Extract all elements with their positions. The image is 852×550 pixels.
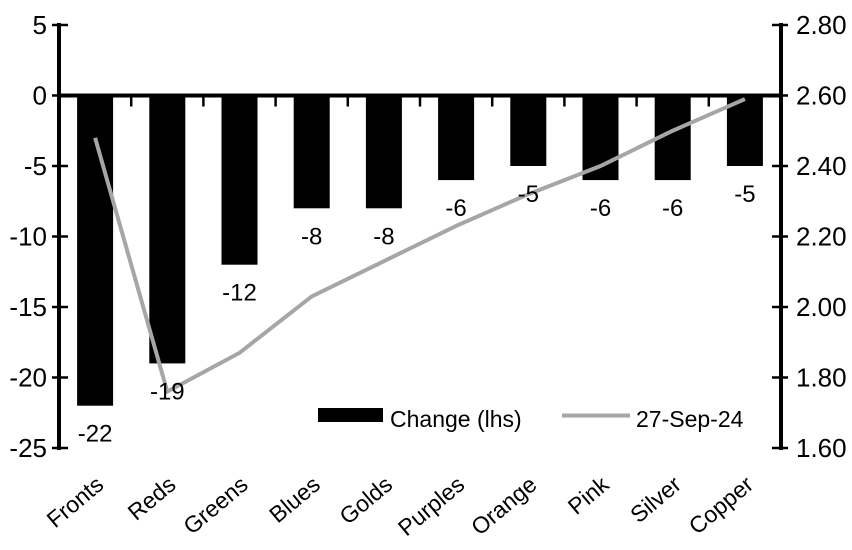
legend-label-change-lhs: Change (lhs) bbox=[390, 406, 522, 432]
right-axis-tick-label: 2.20 bbox=[796, 222, 847, 252]
bar-fronts bbox=[77, 95, 114, 406]
bar-value-label: -6 bbox=[590, 195, 611, 222]
bar-value-label: -12 bbox=[222, 280, 257, 307]
bar-copper bbox=[726, 95, 763, 166]
category-label-pink: Pink bbox=[563, 471, 614, 520]
bar-value-label: -6 bbox=[662, 195, 683, 222]
category-label-golds: Golds bbox=[334, 471, 397, 530]
category-label-orange: Orange bbox=[466, 471, 541, 540]
series-line-27-sep-24 bbox=[93, 97, 746, 395]
bar-greens bbox=[221, 95, 258, 265]
bar-value-label: -8 bbox=[301, 223, 322, 250]
category-label-fronts: Fronts bbox=[42, 471, 109, 533]
right-axis-tick-label: 1.80 bbox=[796, 363, 847, 393]
bar-reds bbox=[149, 95, 186, 364]
bar-value-label: -5 bbox=[734, 181, 755, 208]
right-axis-tick-label: 2.60 bbox=[796, 81, 847, 111]
bar-value-label: -8 bbox=[373, 223, 394, 250]
left-axis-tick-label: -15 bbox=[9, 292, 47, 322]
right-axis-tick-label: 2.40 bbox=[796, 151, 847, 181]
bar-blues bbox=[293, 95, 330, 209]
category-label-greens: Greens bbox=[178, 471, 253, 539]
legend-swatch-bar bbox=[318, 408, 383, 422]
right-axis-tick-label: 1.60 bbox=[796, 433, 847, 463]
left-axis-tick-label: -5 bbox=[24, 151, 47, 181]
legend-label-27-sep-24: 27-Sep-24 bbox=[636, 406, 744, 432]
bar-value-label: -19 bbox=[150, 378, 185, 405]
bar-purples bbox=[438, 95, 475, 181]
category-label-purples: Purples bbox=[393, 471, 469, 541]
category-label-reds: Reds bbox=[123, 471, 181, 525]
left-axis-tick-label: -25 bbox=[9, 433, 47, 463]
left-axis-tick-label: 5 bbox=[33, 10, 47, 40]
bar-orange bbox=[510, 95, 547, 166]
left-axis-tick-label: -10 bbox=[9, 222, 47, 252]
category-label-blues: Blues bbox=[264, 471, 325, 528]
right-axis-tick-label: 2.00 bbox=[796, 292, 847, 322]
right-axis-tick-label: 2.80 bbox=[796, 10, 847, 40]
bar-value-label: -22 bbox=[78, 421, 113, 448]
bar-value-label: -6 bbox=[445, 195, 466, 222]
bar-golds bbox=[365, 95, 402, 209]
left-axis-tick-label: -20 bbox=[9, 363, 47, 393]
category-label-silver: Silver bbox=[625, 471, 686, 528]
bar-value-label: -5 bbox=[518, 181, 539, 208]
left-axis-tick-label: 0 bbox=[33, 81, 47, 111]
category-label-copper: Copper bbox=[684, 471, 759, 540]
